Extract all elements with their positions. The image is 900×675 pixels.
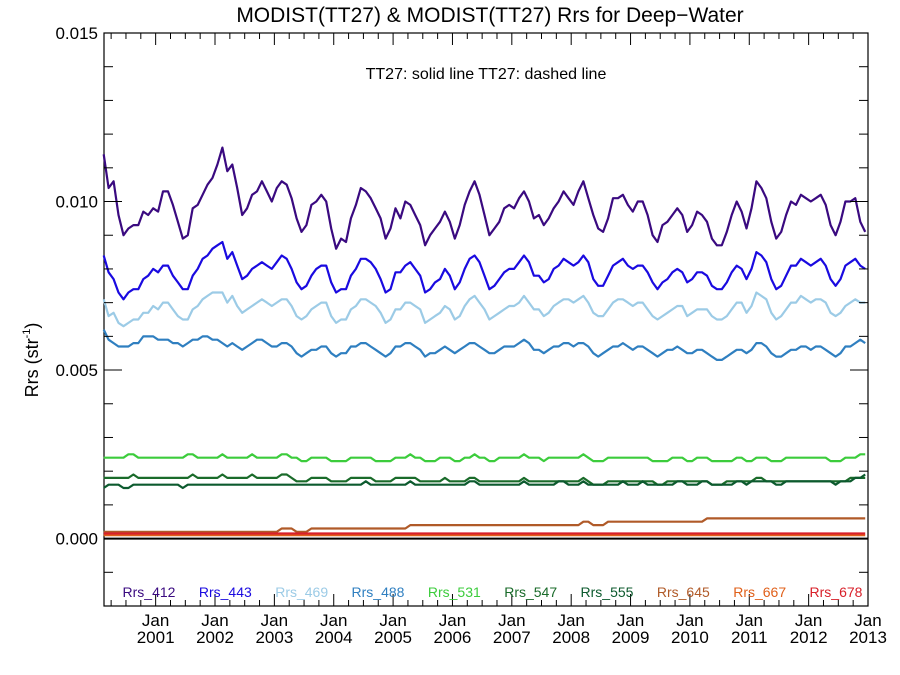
series-line-rrs-488 bbox=[102, 329, 866, 361]
plot-area bbox=[103, 32, 869, 607]
legend-item-rrs-412: Rrs_412 bbox=[123, 584, 176, 600]
x-tick-label: 2013 bbox=[849, 628, 887, 647]
x-tick-label: 2010 bbox=[671, 628, 709, 647]
y-axis-label-close: ) bbox=[22, 323, 42, 329]
legend-item-rrs-488: Rrs_488 bbox=[352, 584, 405, 600]
y-axis-label-main: Rrs (str bbox=[22, 338, 42, 397]
x-tick-month-label: Jan bbox=[379, 611, 406, 630]
x-tick-label: 2002 bbox=[196, 628, 234, 647]
series-line-rrs-443 bbox=[102, 240, 866, 301]
x-tick-label: 2008 bbox=[552, 628, 590, 647]
x-tick-month-label: Jan bbox=[142, 611, 169, 630]
y-tick-label: 0.015 bbox=[55, 24, 98, 43]
legend-item-rrs-678: Rrs_678 bbox=[810, 584, 863, 600]
legend-item-rrs-547: Rrs_547 bbox=[504, 584, 557, 600]
series-layer bbox=[102, 146, 867, 537]
x-tick-month-label: Jan bbox=[795, 611, 822, 630]
x-tick-label: 2009 bbox=[612, 628, 650, 647]
x-tick-label: 2001 bbox=[137, 628, 175, 647]
y-axis-label: Rrs (str-1) bbox=[21, 323, 42, 398]
x-tick-label: 2003 bbox=[255, 628, 293, 647]
x-tick-month-label: Jan bbox=[854, 611, 881, 630]
x-tick-month-label: Jan bbox=[261, 611, 288, 630]
x-tick-label: 2004 bbox=[315, 628, 353, 647]
y-tick-label: 0.000 bbox=[55, 530, 98, 549]
x-tick-month-label: Jan bbox=[201, 611, 228, 630]
x-tick-month-label: Jan bbox=[736, 611, 763, 630]
x-tick-month-label: Jan bbox=[439, 611, 466, 630]
legend-item-rrs-469: Rrs_469 bbox=[275, 584, 328, 600]
legend: Rrs_412 Rrs_443 Rrs_469 Rrs_488 Rrs_531 Rrs_5… bbox=[123, 584, 863, 600]
x-tick-month-label: Jan bbox=[557, 611, 584, 630]
legend-item-rrs-667: Rrs_667 bbox=[733, 584, 786, 600]
x-tick-label: 2011 bbox=[731, 628, 768, 647]
x-tick-label: 2007 bbox=[493, 628, 531, 647]
x-tick-month-label: Jan bbox=[320, 611, 347, 630]
x-tick-month-label: Jan bbox=[676, 611, 703, 630]
legend-item-rrs-645: Rrs_645 bbox=[657, 584, 710, 600]
y-tick-label: 0.005 bbox=[55, 361, 98, 380]
y-axis-label-sup: -1 bbox=[21, 329, 33, 339]
x-tick-month-label: Jan bbox=[498, 611, 525, 630]
legend-item-rrs-555: Rrs_555 bbox=[581, 584, 634, 600]
chart-title: MODIST(TT27) & MODIST(TT27) Rrs for Deep… bbox=[236, 4, 743, 27]
series-line-rrs-469 bbox=[102, 291, 866, 328]
x-tick-month-label: Jan bbox=[617, 611, 644, 630]
series-line-rrs-555 bbox=[103, 473, 866, 490]
plot-frame bbox=[103, 32, 869, 607]
series-line-rrs-645 bbox=[103, 517, 866, 533]
series-line-rrs-531 bbox=[103, 453, 866, 463]
chart-subtitle: TT27: solid line TT27: dashed line bbox=[366, 66, 607, 83]
series-line-rrs-547 bbox=[103, 473, 866, 486]
legend-item-rrs-443: Rrs_443 bbox=[199, 584, 252, 600]
x-tick-label: 2006 bbox=[434, 628, 472, 647]
axes-layer: 0.0000.0050.0100.015Jan2001Jan2002Jan200… bbox=[55, 24, 886, 647]
x-tick-label: 2012 bbox=[790, 628, 828, 647]
x-tick-label: 2005 bbox=[374, 628, 412, 647]
legend-item-rrs-531: Rrs_531 bbox=[428, 584, 481, 600]
series-line-rrs-412 bbox=[102, 146, 867, 250]
y-tick-label: 0.010 bbox=[55, 193, 98, 212]
